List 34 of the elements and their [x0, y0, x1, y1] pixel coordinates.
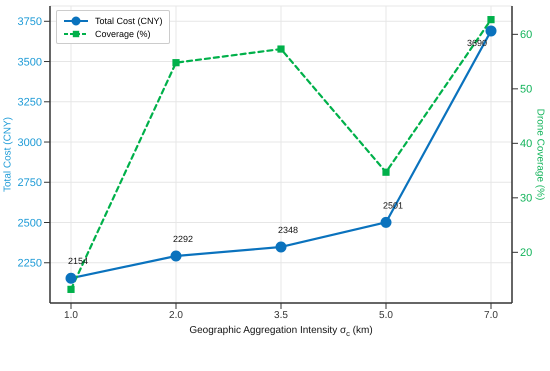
y-tick-label: 3250 [18, 96, 42, 109]
point [380, 216, 392, 228]
point [66, 272, 76, 284]
y-tick-label: 3750 [18, 16, 42, 28]
y2-axis-title: Drone Coverage (%) [534, 108, 546, 200]
y-tick-label: 2500 [18, 217, 42, 230]
x-tick-label: 1.0 [64, 310, 78, 322]
legend-label: Coverage (%) [95, 28, 151, 38]
point [382, 168, 390, 176]
x-axis-title: Geographic Aggregation Intensity σ$_{c}$ (km) [189, 325, 373, 338]
point [486, 25, 496, 36]
point [487, 16, 495, 24]
x-tick-label: 7.0 [484, 310, 498, 322]
data-label: 2292 [172, 234, 194, 244]
point [277, 45, 285, 53]
y-axis-title: Total Cost (CNY) [2, 116, 14, 192]
data-label: 2348 [278, 224, 298, 235]
y2-tick-label: 60 [520, 29, 532, 42]
y2-tick-label: 40 [520, 138, 532, 150]
y-tick-label: 3000 [18, 136, 42, 149]
x-tick-label: 5.0 [379, 310, 394, 322]
point [170, 250, 182, 262]
y-tick-label: 2750 [18, 177, 42, 190]
y2-tick-label: 50 [520, 84, 532, 96]
x-tick-label: 2.0 [169, 310, 184, 322]
point [276, 241, 286, 252]
point [67, 286, 75, 293]
y2-tick-label: 30 [520, 192, 532, 205]
x-tick-label: 3.5 [274, 310, 288, 322]
y-tick-label: 2250 [18, 258, 42, 270]
y2-tick-label: 20 [520, 247, 532, 260]
y-tick-label: 3500 [18, 56, 42, 68]
point [172, 59, 180, 66]
legend-label: Total Cost (CNY) [95, 16, 163, 26]
